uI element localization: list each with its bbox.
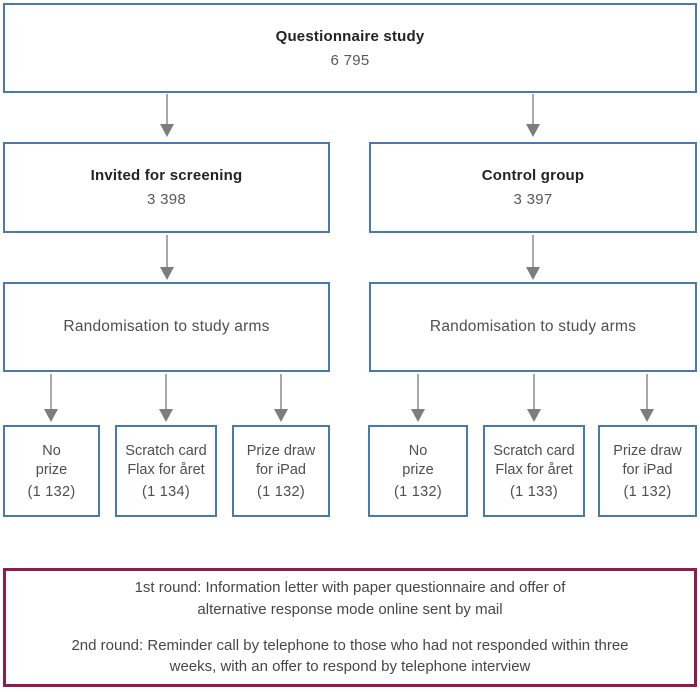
arm-line: for iPad [622,461,673,478]
arrow-stem [280,374,282,409]
arrow-head-icon [527,409,541,422]
arm-line: Scratch card [125,442,207,459]
arrow-stem [50,374,52,409]
arrow-head-icon [274,409,288,422]
arrow-head-icon [159,409,173,422]
arm-count: (1 132) [393,484,443,501]
arrow-stem [166,235,168,267]
arm-line: prize [402,461,434,478]
arm-box-prize-draw-left: Prize draw for iPad (1 132) [232,425,330,517]
arm-line: Prize draw [246,442,316,459]
arm-line: prize [35,461,68,478]
arm-line: No [408,442,428,459]
arm-line: Prize draw [613,442,682,459]
arm-box-scratch-card-right: Scratch card Flax for året (1 133) [483,425,585,517]
down-arrow [526,235,540,280]
arrow-stem [417,374,419,409]
arm-line: Flax for året [127,461,205,478]
arm-line: No [42,442,61,459]
arrow-head-icon [526,124,540,137]
arrow-head-icon [160,267,174,280]
arrow-head-icon [44,409,58,422]
control-group-box: Control group 3 397 [369,142,697,233]
invited-for-screening-box: Invited for screening 3 398 [3,142,330,233]
arrow-head-icon [640,409,654,422]
second-round-description: 2nd round: Reminder call by telephone to… [71,636,629,676]
arm-line: Scratch card [493,442,575,459]
arrow-head-icon [160,124,174,137]
down-arrow [160,94,174,137]
down-arrow [159,374,173,422]
down-arrow [411,374,425,422]
randomisation-label-right: Randomisation to study arms [429,318,637,335]
questionnaire-study-box: Questionnaire study 6 795 [3,3,697,93]
arm-box-scratch-card-left: Scratch card Flax for året (1 134) [115,425,217,517]
arm-box-prize-draw-right: Prize draw for iPad (1 132) [598,425,697,517]
arm-line: Flax for året [495,461,573,478]
down-arrow [274,374,288,422]
randomisation-label-left: Randomisation to study arms [63,318,270,335]
invited-for-screening-count: 3 398 [146,191,187,208]
first-round-description: 1st round: Information letter with paper… [134,579,566,618]
arm-count: (1 134) [141,484,191,501]
randomisation-box-right: Randomisation to study arms [369,282,697,372]
arm-count: (1 133) [509,484,559,501]
down-arrow [527,374,541,422]
arm-count: (1 132) [256,484,306,501]
down-arrow [640,374,654,422]
arm-box-no-prize-right: No prize (1 132) [368,425,468,517]
arm-line: for iPad [256,461,306,478]
arrow-stem [166,94,168,124]
rounds-description-box: 1st round: Information letter with paper… [3,568,697,687]
questionnaire-study-title: Questionnaire study [275,27,425,45]
questionnaire-study-count: 6 795 [330,51,370,69]
arm-count: (1 132) [27,484,76,501]
down-arrow [526,94,540,137]
randomisation-box-left: Randomisation to study arms [3,282,330,372]
arrow-stem [165,374,167,409]
control-group-title: Control group [481,167,585,184]
arrow-stem [532,94,534,124]
arrow-stem [646,374,648,409]
invited-for-screening-title: Invited for screening [90,167,243,184]
arrow-head-icon [526,267,540,280]
arm-count: (1 132) [623,484,672,501]
down-arrow [160,235,174,280]
arm-box-no-prize-left: No prize (1 132) [3,425,100,517]
control-group-count: 3 397 [513,191,553,208]
arrow-stem [533,374,535,409]
down-arrow [44,374,58,422]
arrow-head-icon [411,409,425,422]
arrow-stem [532,235,534,267]
